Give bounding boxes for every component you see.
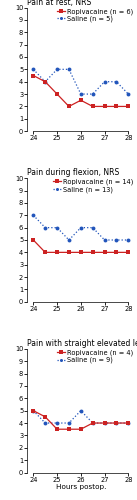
- Line: Ropivacaine (n = 6): Ropivacaine (n = 6): [31, 74, 130, 108]
- Legend: Ropivacaine (n = 14), Saline (n = 13): Ropivacaine (n = 14), Saline (n = 13): [53, 179, 134, 193]
- Ropivacaine (n = 14): [32, 237, 34, 243]
- Text: Pain during flexion, NRS: Pain during flexion, NRS: [27, 168, 120, 177]
- Saline (n = 13): [44, 224, 46, 230]
- Ropivacaine (n = 6): [56, 91, 58, 97]
- Ropivacaine (n = 14): [92, 250, 94, 256]
- Line: Saline (n = 9): Saline (n = 9): [31, 408, 130, 425]
- Ropivacaine (n = 14): [80, 250, 82, 256]
- Saline (n = 9): [80, 408, 82, 414]
- Saline (n = 5): [44, 78, 46, 84]
- Saline (n = 9): [32, 408, 34, 414]
- Ropivacaine (n = 6): [80, 98, 82, 103]
- Saline (n = 5): [80, 91, 82, 97]
- Legend: Ropivacaine (n = 6), Saline (n = 5): Ropivacaine (n = 6), Saline (n = 5): [57, 8, 134, 22]
- Legend: Ropivacaine (n = 4), Saline (n = 9): Ropivacaine (n = 4), Saline (n = 9): [57, 350, 134, 364]
- Saline (n = 5): [56, 66, 58, 72]
- Ropivacaine (n = 4): [92, 420, 94, 426]
- X-axis label: Hours postop.: Hours postop.: [56, 484, 106, 490]
- Line: Ropivacaine (n = 4): Ropivacaine (n = 4): [31, 408, 130, 431]
- Ropivacaine (n = 6): [116, 104, 117, 110]
- Ropivacaine (n = 14): [128, 250, 129, 256]
- Saline (n = 9): [116, 420, 117, 426]
- Saline (n = 9): [128, 420, 129, 426]
- Ropivacaine (n = 4): [128, 420, 129, 426]
- Saline (n = 5): [68, 66, 70, 72]
- Text: Pain at rest, NRS: Pain at rest, NRS: [27, 0, 92, 6]
- Saline (n = 5): [92, 91, 94, 97]
- Ropivacaine (n = 6): [92, 104, 94, 110]
- Ropivacaine (n = 4): [68, 426, 70, 432]
- Saline (n = 9): [92, 420, 94, 426]
- Ropivacaine (n = 14): [68, 250, 70, 256]
- Ropivacaine (n = 6): [32, 72, 34, 78]
- Saline (n = 9): [68, 420, 70, 426]
- Saline (n = 5): [32, 66, 34, 72]
- Saline (n = 9): [56, 420, 58, 426]
- Ropivacaine (n = 4): [80, 426, 82, 432]
- Saline (n = 9): [104, 420, 105, 426]
- Ropivacaine (n = 14): [104, 250, 105, 256]
- Saline (n = 5): [128, 91, 129, 97]
- Ropivacaine (n = 6): [104, 104, 105, 110]
- Saline (n = 13): [56, 224, 58, 230]
- Ropivacaine (n = 6): [128, 104, 129, 110]
- Saline (n = 13): [104, 237, 105, 243]
- Text: Pain with straight elevated leg, NRS: Pain with straight elevated leg, NRS: [27, 339, 137, 348]
- Ropivacaine (n = 4): [32, 408, 34, 414]
- Line: Saline (n = 5): Saline (n = 5): [31, 68, 130, 96]
- Saline (n = 9): [44, 420, 46, 426]
- Line: Ropivacaine (n = 14): Ropivacaine (n = 14): [31, 238, 130, 254]
- Ropivacaine (n = 4): [56, 426, 58, 432]
- Saline (n = 13): [128, 237, 129, 243]
- Saline (n = 13): [116, 237, 117, 243]
- Ropivacaine (n = 14): [56, 250, 58, 256]
- Saline (n = 13): [92, 224, 94, 230]
- Saline (n = 5): [116, 78, 117, 84]
- Line: Saline (n = 13): Saline (n = 13): [31, 214, 130, 242]
- Ropivacaine (n = 14): [44, 250, 46, 256]
- Ropivacaine (n = 4): [44, 414, 46, 420]
- Ropivacaine (n = 4): [116, 420, 117, 426]
- Ropivacaine (n = 4): [104, 420, 105, 426]
- Saline (n = 5): [104, 78, 105, 84]
- Saline (n = 13): [32, 212, 34, 218]
- Saline (n = 13): [68, 237, 70, 243]
- Ropivacaine (n = 6): [44, 78, 46, 84]
- Ropivacaine (n = 14): [116, 250, 117, 256]
- Saline (n = 13): [80, 224, 82, 230]
- Ropivacaine (n = 6): [68, 104, 70, 110]
